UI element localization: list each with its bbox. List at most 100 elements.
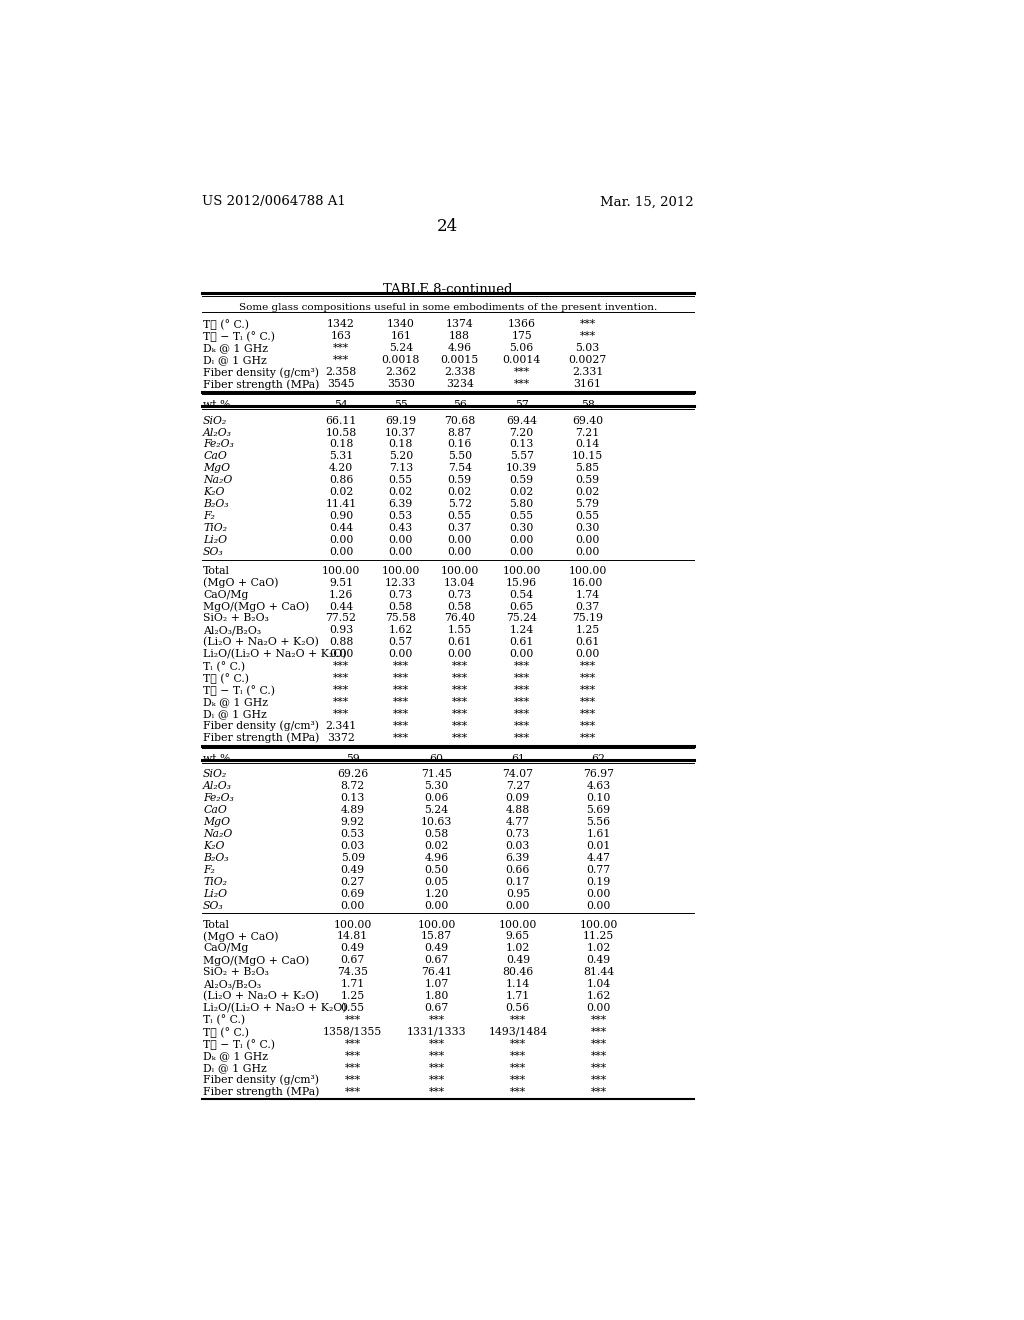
Text: 15.96: 15.96 [506,578,538,587]
Text: T₟ (° C.): T₟ (° C.) [203,1027,249,1038]
Text: T₟ (° C.): T₟ (° C.) [203,673,249,684]
Text: 60: 60 [429,754,443,764]
Text: 0.27: 0.27 [341,876,365,887]
Text: 0.0027: 0.0027 [568,355,606,366]
Text: ***: *** [428,1039,444,1049]
Text: 0.90: 0.90 [329,511,353,521]
Text: (MgO + CaO): (MgO + CaO) [203,578,279,589]
Text: 0.55: 0.55 [575,511,600,521]
Text: CaO: CaO [203,805,227,816]
Text: T₟ − Tₗ (° C.): T₟ − Tₗ (° C.) [203,1039,275,1049]
Text: 1374: 1374 [445,319,473,329]
Text: ***: *** [580,733,596,743]
Text: ***: *** [591,1063,606,1073]
Text: 100.00: 100.00 [440,566,479,576]
Text: 1342: 1342 [328,319,355,329]
Text: 1.61: 1.61 [586,829,610,840]
Text: 0.88: 0.88 [329,638,353,647]
Text: ***: *** [333,697,349,708]
Text: 5.79: 5.79 [575,499,600,510]
Text: 0.53: 0.53 [341,829,365,840]
Text: ***: *** [514,685,529,696]
Text: 0.44: 0.44 [329,523,353,533]
Text: 81.44: 81.44 [583,968,614,977]
Text: ***: *** [452,697,468,708]
Text: ***: *** [591,1051,606,1061]
Text: SiO₂ + B₂O₃: SiO₂ + B₂O₃ [203,614,269,623]
Text: 0.00: 0.00 [389,649,413,659]
Text: ***: *** [514,721,529,731]
Text: 0.58: 0.58 [389,602,413,611]
Text: 0.18: 0.18 [329,440,353,449]
Text: 0.61: 0.61 [510,638,534,647]
Text: 3530: 3530 [387,379,415,389]
Text: 16.00: 16.00 [571,578,603,587]
Text: 0.00: 0.00 [575,649,600,659]
Text: 4.20: 4.20 [329,463,353,474]
Text: 0.02: 0.02 [510,487,534,498]
Text: 0.10: 0.10 [586,793,610,804]
Text: 54: 54 [334,400,348,411]
Text: 61: 61 [511,754,525,764]
Text: ***: *** [580,661,596,671]
Text: Fiber strength (MPa): Fiber strength (MPa) [203,379,319,389]
Text: 0.17: 0.17 [506,876,530,887]
Text: 0.37: 0.37 [447,523,472,533]
Text: K₂O: K₂O [203,487,224,498]
Text: ***: *** [428,1051,444,1061]
Text: 0.00: 0.00 [389,535,413,545]
Text: 71.45: 71.45 [421,770,452,779]
Text: 2.362: 2.362 [385,367,417,378]
Text: Al₂O₃: Al₂O₃ [203,428,232,437]
Text: 1.02: 1.02 [586,944,610,953]
Text: Dₖ @ 1 GHz: Dₖ @ 1 GHz [203,1051,268,1061]
Text: ***: *** [580,685,596,696]
Text: (Li₂O + Na₂O + K₂O): (Li₂O + Na₂O + K₂O) [203,638,319,648]
Text: 0.00: 0.00 [510,649,534,659]
Text: wt %: wt % [203,754,230,764]
Text: T₟ − Tₗ (° C.): T₟ − Tₗ (° C.) [203,685,275,696]
Text: 1.20: 1.20 [424,888,449,899]
Text: Dₖ @ 1 GHz: Dₖ @ 1 GHz [203,697,268,708]
Text: 62: 62 [592,754,605,764]
Text: 4.96: 4.96 [424,853,449,863]
Text: SO₃: SO₃ [203,900,224,911]
Text: ***: *** [452,661,468,671]
Text: 80.46: 80.46 [502,968,534,977]
Text: 0.00: 0.00 [575,535,600,545]
Text: TiO₂: TiO₂ [203,523,227,533]
Text: ***: *** [514,733,529,743]
Text: 0.59: 0.59 [447,475,472,486]
Text: Li₂O/(Li₂O + Na₂O + K₂O): Li₂O/(Li₂O + Na₂O + K₂O) [203,1003,347,1014]
Text: 163: 163 [331,331,351,342]
Text: 0.00: 0.00 [341,900,365,911]
Text: 0.00: 0.00 [586,1003,610,1012]
Text: 0.02: 0.02 [389,487,413,498]
Text: 0.00: 0.00 [389,546,413,557]
Text: ***: *** [580,709,596,719]
Text: 5.56: 5.56 [587,817,610,828]
Text: ***: *** [393,673,409,684]
Text: 5.09: 5.09 [341,853,365,863]
Text: 4.77: 4.77 [506,817,529,828]
Text: 0.37: 0.37 [575,602,600,611]
Text: Al₂O₃: Al₂O₃ [203,781,232,791]
Text: 7.27: 7.27 [506,781,529,791]
Text: 1.80: 1.80 [424,991,449,1001]
Text: ***: *** [580,673,596,684]
Text: 0.02: 0.02 [424,841,449,851]
Text: 100.00: 100.00 [382,566,420,576]
Text: 0.73: 0.73 [389,590,413,599]
Text: 0.77: 0.77 [587,865,610,875]
Text: 4.63: 4.63 [587,781,610,791]
Text: ***: *** [333,355,349,366]
Text: 1366: 1366 [508,319,536,329]
Text: 4.47: 4.47 [587,853,610,863]
Text: Tₗ (° C.): Tₗ (° C.) [203,1015,246,1026]
Text: 5.50: 5.50 [447,451,472,462]
Text: 100.00: 100.00 [322,566,360,576]
Text: ***: *** [580,319,596,329]
Text: 56: 56 [453,400,467,411]
Text: ***: *** [345,1015,360,1026]
Text: 77.52: 77.52 [326,614,356,623]
